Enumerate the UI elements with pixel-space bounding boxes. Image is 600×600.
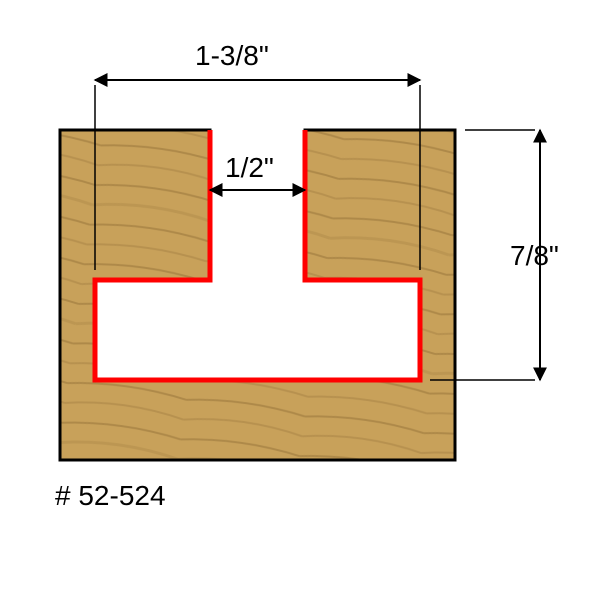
part-number: # 52-524: [55, 480, 166, 512]
dim-label-top-width: 1-3/8": [195, 40, 269, 72]
dim-label-right-height: 7/8": [510, 240, 559, 272]
dim-label-slot-width: 1/2": [225, 152, 274, 184]
